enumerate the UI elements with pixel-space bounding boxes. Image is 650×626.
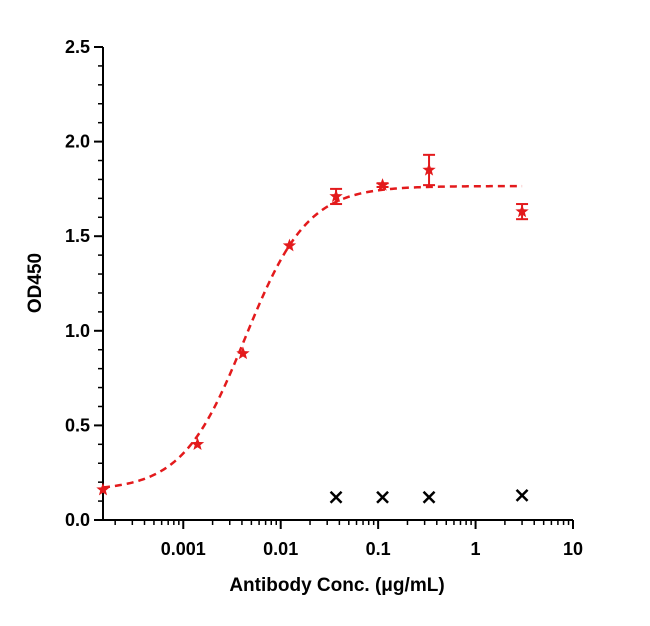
x-marker-stroke <box>515 489 529 502</box>
x-tick-label: 0.1 <box>366 539 391 559</box>
y-tick-label: 2.5 <box>65 37 90 57</box>
axes: 0.0 0.5 1.0 1.5 2.0 2.5 0.001 0.01 0.1 1 10 <box>65 37 583 559</box>
y-tick-label: 1.0 <box>65 321 90 341</box>
data-point-star <box>515 204 529 218</box>
data-marks <box>96 153 529 504</box>
x-tick-label: 10 <box>563 539 583 559</box>
data-point-x <box>422 490 436 504</box>
data-point-star <box>422 162 436 176</box>
data-point-x <box>329 490 343 504</box>
x-marker-stroke <box>329 490 343 504</box>
x-marker-stroke <box>422 490 436 504</box>
x-axis-title: Antibody Conc. (μg/mL) <box>229 575 444 596</box>
data-point-star <box>236 346 250 360</box>
y-tick-label: 1.5 <box>65 226 90 246</box>
data-point-star <box>375 178 390 191</box>
fit-curve <box>102 184 523 489</box>
data-point-star <box>282 238 297 252</box>
data-point-x <box>376 490 389 504</box>
data-point-star <box>329 189 343 203</box>
data-point-star <box>96 482 110 496</box>
y-tick-label: 0.0 <box>65 510 90 530</box>
axis-labels: Antibody Conc. (μg/mL) OD450 <box>25 253 445 596</box>
x-tick-label: 0.001 <box>161 539 206 559</box>
y-tick-label: 0.5 <box>65 415 90 435</box>
y-axis-title: OD450 <box>25 253 46 313</box>
data-point-x <box>515 489 529 502</box>
x-tick-label: 0.01 <box>263 539 298 559</box>
y-tick-label: 2.0 <box>65 132 90 152</box>
fit-curve-layer <box>102 184 523 489</box>
data-point-star <box>190 437 205 450</box>
x-tick-label: 1 <box>471 539 481 559</box>
x-marker-stroke <box>376 490 389 504</box>
